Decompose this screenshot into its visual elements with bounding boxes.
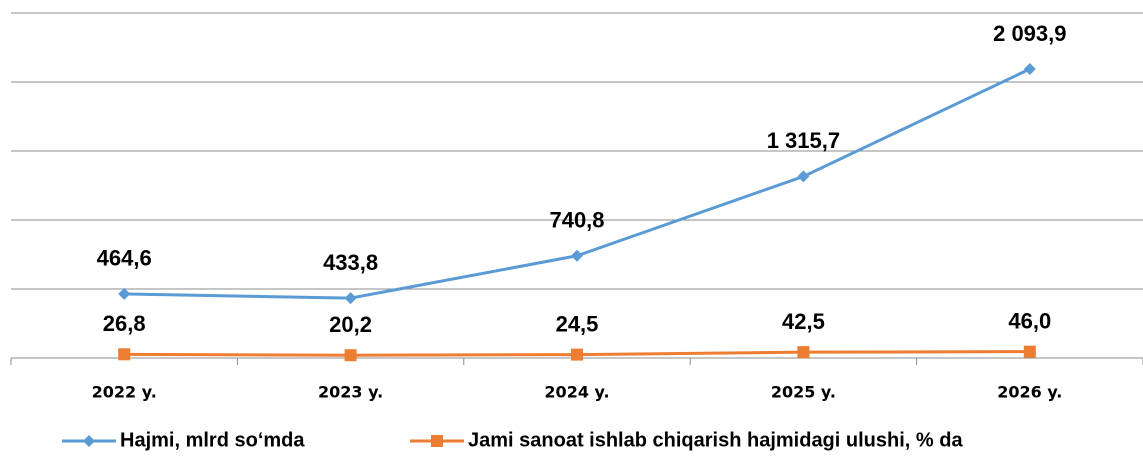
data-point [571,348,583,361]
x-tick-label: 2024 y. [544,383,609,402]
data-label: 20,2 [329,312,372,337]
data-label: 46,0 [1008,308,1051,333]
data-point [1023,63,1036,76]
x-tick-label: 2025 y. [771,383,836,402]
data-label: 42,5 [782,309,825,334]
x-tick-label: 2023 y. [318,383,383,402]
legend-marker [83,435,95,447]
legend-label: Hajmi, mlrd so‘mda [120,429,305,451]
legend-label: Jami sanoat ishlab chiqarish hajmidagi u… [468,429,963,451]
data-label: 1 315,7 [767,128,840,153]
data-point [571,249,583,262]
data-label: 433,8 [323,250,378,275]
data-point [344,292,357,305]
data-point [118,287,131,300]
x-tick-label: 2026 y. [997,383,1062,402]
data-point [797,346,810,359]
legend-marker [431,435,443,447]
data-label: 24,5 [556,311,599,336]
data-point [1023,345,1036,358]
data-point [797,170,810,183]
data-label: 2 093,9 [993,21,1066,46]
data-point [118,348,131,361]
series-line [124,67,1031,300]
data-label: 740,8 [549,208,604,233]
data-point [344,349,357,362]
data-label: 26,8 [103,311,146,336]
x-tick-label: 2022 y. [92,383,157,402]
data-label: 464,6 [97,246,152,271]
